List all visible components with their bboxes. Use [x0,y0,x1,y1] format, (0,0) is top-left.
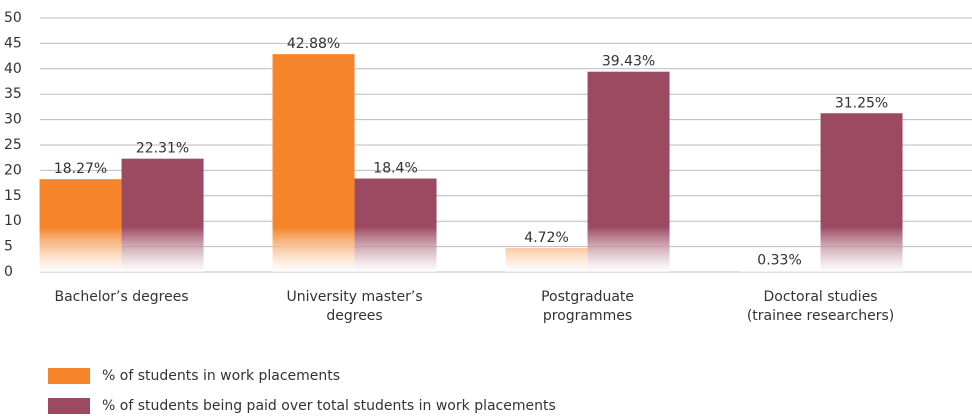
legend-swatch [48,368,90,384]
bar [39,179,122,272]
bar [272,54,355,272]
bar [738,270,821,272]
bar [354,178,437,272]
y-tick-label: 50 [4,10,22,26]
data-label: 4.72% [524,230,568,246]
legend-label: % of students in work placements [102,368,340,384]
bar [121,158,204,272]
bar [820,113,903,272]
data-label: 0.33% [757,252,801,268]
bar [505,248,588,272]
legend-swatch [48,398,90,414]
data-label: 22.31% [136,141,189,157]
legend-label: % of students being paid over total stud… [102,398,556,414]
y-tick-label: 30 [4,112,22,128]
x-tick-label: Doctoral studies (trainee researchers) [746,289,895,324]
data-label: 39.43% [602,54,655,70]
data-label: 42.88% [287,36,340,52]
data-label: 31.25% [835,95,888,111]
y-tick-label: 35 [4,86,22,102]
bar [587,71,670,272]
data-label: 18.27% [54,161,107,177]
y-tick-label: 45 [4,35,22,51]
x-tick-label: Bachelor’s degrees [54,289,189,305]
y-tick-label: 25 [4,137,22,153]
y-tick-label: 0 [4,264,13,280]
x-tick-label: University master’s degrees [286,289,423,324]
x-tick-label: Postgraduate programmes [541,289,635,324]
y-tick-label: 10 [4,213,22,229]
data-label: 18.4% [373,161,417,177]
y-tick-label: 15 [4,188,22,204]
y-tick-label: 40 [4,61,22,77]
y-tick-label: 20 [4,162,22,178]
y-tick-label: 5 [4,239,13,255]
